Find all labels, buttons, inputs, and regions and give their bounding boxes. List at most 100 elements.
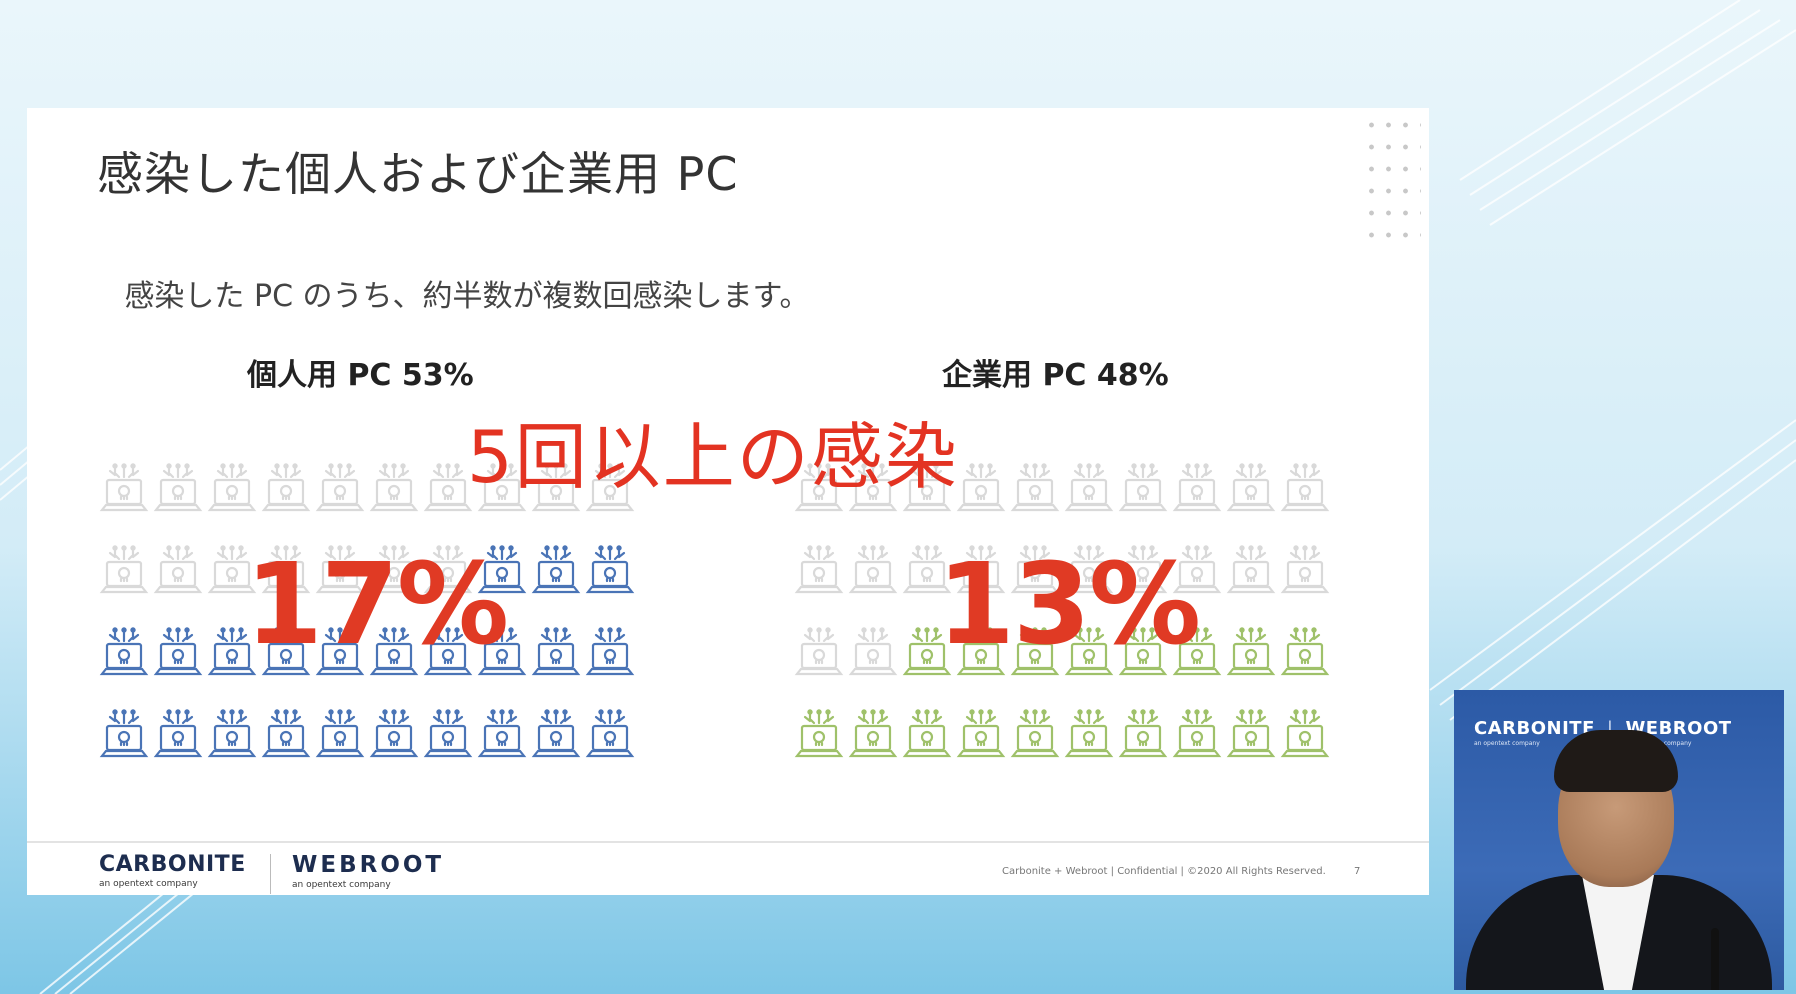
- pc-icon: [369, 463, 423, 517]
- infected-pc-icon: [369, 627, 423, 681]
- infected-pc-icon: [956, 627, 1010, 681]
- speaker-hair: [1554, 730, 1678, 792]
- video-carbonite-sub: an opentext company: [1474, 740, 1540, 747]
- infected-pc-icon: [207, 709, 261, 763]
- pc-icon: [477, 463, 531, 517]
- infected-pc-icon: [848, 709, 902, 763]
- pc-icon: [99, 545, 153, 599]
- microphone: [1711, 928, 1719, 990]
- pc-icon: [1010, 545, 1064, 599]
- infected-pc-icon: [1226, 709, 1280, 763]
- presentation-slide: 感染した個人および企業用 PC 感染した PC のうち、約半数が複数回感染します…: [27, 108, 1429, 895]
- infected-pc-icon: [956, 709, 1010, 763]
- infected-pc-icon: [902, 627, 956, 681]
- pc-icon: [315, 463, 369, 517]
- speaker-video-feed: CARBONITE|WEBROOT an opentext company an…: [1454, 690, 1784, 990]
- carbonite-logo: CARBONITE an opentext company: [99, 852, 246, 889]
- pc-icon: [423, 463, 477, 517]
- business-pc-icon-grid: [794, 463, 1334, 791]
- pc-icon: [1226, 545, 1280, 599]
- pc-icon: [261, 463, 315, 517]
- infected-pc-icon: [261, 627, 315, 681]
- personal-pc-icon-grid: [99, 463, 639, 791]
- footer-copyright: Carbonite + Webroot | Confidential | ©20…: [1002, 866, 1326, 877]
- pc-icon: [153, 545, 207, 599]
- pc-icon: [1118, 463, 1172, 517]
- pc-icon: [261, 545, 315, 599]
- infected-pc-icon: [1064, 627, 1118, 681]
- pc-icon: [848, 627, 902, 681]
- pc-icon: [531, 463, 585, 517]
- infected-pc-icon: [1064, 709, 1118, 763]
- pc-icon: [1010, 463, 1064, 517]
- pc-icon: [1226, 463, 1280, 517]
- pc-icon: [1064, 545, 1118, 599]
- footer-divider: [27, 841, 1429, 843]
- pc-icon: [794, 627, 848, 681]
- personal-pc-label: 個人用 PC 53%: [247, 358, 474, 393]
- infected-pc-icon: [794, 709, 848, 763]
- infected-pc-icon: [1172, 709, 1226, 763]
- infected-pc-icon: [477, 545, 531, 599]
- infected-pc-icon: [315, 627, 369, 681]
- infected-pc-icon: [1118, 709, 1172, 763]
- pc-icon: [99, 463, 153, 517]
- pc-icon: [794, 545, 848, 599]
- infected-pc-icon: [1010, 627, 1064, 681]
- slide-title: 感染した個人および企業用 PC: [97, 147, 739, 201]
- infected-pc-icon: [369, 709, 423, 763]
- pc-icon: [1280, 545, 1334, 599]
- infected-pc-icon: [1172, 627, 1226, 681]
- pc-icon: [848, 463, 902, 517]
- business-pc-percent: 13%: [937, 540, 1201, 670]
- page-number: 7: [1354, 866, 1361, 877]
- infected-pc-icon: [99, 709, 153, 763]
- infected-pc-icon: [1118, 627, 1172, 681]
- pc-icon: [1172, 545, 1226, 599]
- infected-pc-icon: [531, 709, 585, 763]
- infected-pc-icon: [423, 627, 477, 681]
- pc-icon: [902, 463, 956, 517]
- infected-pc-icon: [1280, 627, 1334, 681]
- webroot-logo: WEBROOT an opentext company: [292, 852, 445, 890]
- infected-pc-icon: [585, 545, 639, 599]
- pc-icon: [902, 545, 956, 599]
- pc-icon: [848, 545, 902, 599]
- pc-icon: [1280, 463, 1334, 517]
- infected-pc-icon: [153, 709, 207, 763]
- headline-five-plus-infections: 5回以上の感染: [467, 415, 959, 499]
- infected-pc-icon: [1226, 627, 1280, 681]
- infected-pc-icon: [423, 709, 477, 763]
- pc-icon: [423, 545, 477, 599]
- dot-grid-decoration: [1363, 114, 1421, 244]
- infected-pc-icon: [531, 545, 585, 599]
- pc-icon: [956, 545, 1010, 599]
- pc-icon: [1118, 545, 1172, 599]
- infected-pc-icon: [315, 709, 369, 763]
- pc-icon: [369, 545, 423, 599]
- infected-pc-icon: [477, 709, 531, 763]
- pc-icon: [794, 463, 848, 517]
- infected-pc-icon: [1280, 709, 1334, 763]
- infected-pc-icon: [585, 627, 639, 681]
- infected-pc-icon: [531, 627, 585, 681]
- infected-pc-icon: [477, 627, 531, 681]
- pc-icon: [956, 463, 1010, 517]
- pc-icon: [315, 545, 369, 599]
- infected-pc-icon: [99, 627, 153, 681]
- personal-pc-percent: 17%: [245, 540, 509, 670]
- infected-pc-icon: [153, 627, 207, 681]
- infected-pc-icon: [207, 627, 261, 681]
- business-pc-label: 企業用 PC 48%: [942, 358, 1169, 393]
- video-logo-separator: |: [1606, 718, 1614, 739]
- infected-pc-icon: [902, 709, 956, 763]
- pc-icon: [207, 545, 261, 599]
- pc-icon: [1172, 463, 1226, 517]
- pc-icon: [1064, 463, 1118, 517]
- infected-pc-icon: [585, 709, 639, 763]
- logo-separator: [270, 854, 271, 894]
- pc-icon: [585, 463, 639, 517]
- slide-subtitle: 感染した PC のうち、約半数が複数回感染します。: [124, 279, 810, 314]
- pc-icon: [207, 463, 261, 517]
- pc-icon: [153, 463, 207, 517]
